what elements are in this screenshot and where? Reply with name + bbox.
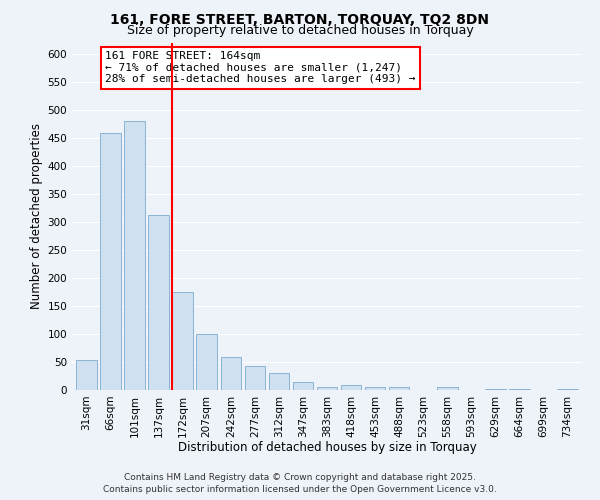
Bar [341, 385, 361, 390]
Bar [172, 292, 193, 390]
Bar [196, 334, 217, 390]
Bar [365, 387, 385, 390]
Bar [293, 382, 313, 390]
Bar [317, 386, 337, 390]
Bar [389, 387, 409, 390]
Bar [148, 214, 169, 390]
Bar [437, 387, 458, 390]
Bar [221, 358, 241, 390]
Text: Size of property relative to detached houses in Torquay: Size of property relative to detached ho… [127, 24, 473, 37]
Bar [124, 121, 145, 390]
X-axis label: Distribution of detached houses by size in Torquay: Distribution of detached houses by size … [178, 441, 476, 454]
Bar [76, 360, 97, 390]
Bar [245, 366, 265, 390]
Text: 161 FORE STREET: 164sqm
← 71% of detached houses are smaller (1,247)
28% of semi: 161 FORE STREET: 164sqm ← 71% of detache… [105, 51, 416, 84]
Y-axis label: Number of detached properties: Number of detached properties [30, 123, 43, 309]
Text: 161, FORE STREET, BARTON, TORQUAY, TQ2 8DN: 161, FORE STREET, BARTON, TORQUAY, TQ2 8… [110, 12, 490, 26]
Bar [269, 372, 289, 390]
Text: Contains HM Land Registry data © Crown copyright and database right 2025.
Contai: Contains HM Land Registry data © Crown c… [103, 472, 497, 494]
Bar [100, 134, 121, 390]
